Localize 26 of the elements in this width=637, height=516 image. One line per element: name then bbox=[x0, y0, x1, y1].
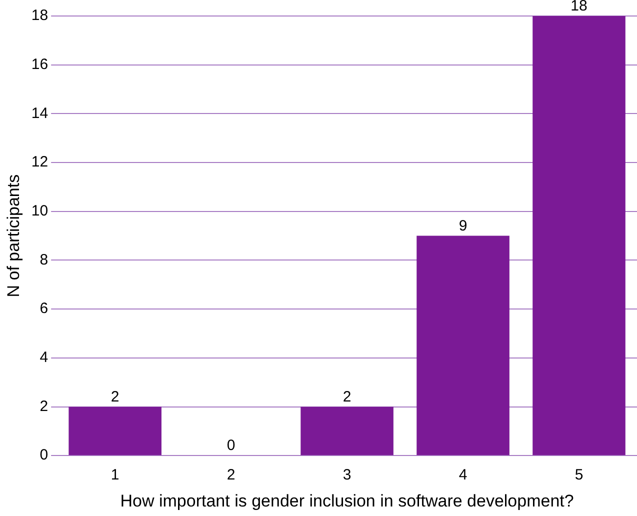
bar bbox=[300, 406, 394, 456]
y-tick-label: 8 bbox=[40, 251, 48, 268]
x-tick-label: 1 bbox=[110, 466, 120, 484]
x-tick-label: 3 bbox=[342, 466, 352, 484]
x-tick-label: 4 bbox=[458, 466, 468, 484]
bar bbox=[532, 16, 626, 456]
data-label: 2 bbox=[110, 388, 120, 406]
y-tick-label: 18 bbox=[31, 7, 48, 24]
y-axis-title: N of participants bbox=[4, 174, 23, 298]
y-tick-label: 2 bbox=[40, 398, 48, 415]
data-label: 18 bbox=[570, 0, 588, 15]
y-tick-label: 16 bbox=[31, 56, 48, 73]
data-label: 2 bbox=[342, 388, 352, 406]
x-axis-title: How important is gender inclusion in software development? bbox=[120, 491, 574, 510]
y-tick-label: 12 bbox=[31, 154, 48, 171]
bar bbox=[68, 406, 162, 456]
y-tick-label: 10 bbox=[31, 202, 48, 220]
y-tick-label: 14 bbox=[31, 104, 48, 122]
y-tick-label: 0 bbox=[40, 446, 48, 464]
bar bbox=[416, 236, 510, 456]
data-label: 9 bbox=[458, 217, 468, 234]
x-tick-label: 2 bbox=[226, 466, 236, 484]
data-label: 0 bbox=[226, 437, 236, 454]
y-tick-label: 4 bbox=[40, 349, 48, 366]
x-tick-label: 5 bbox=[574, 466, 584, 484]
y-tick-label: 6 bbox=[40, 300, 48, 318]
